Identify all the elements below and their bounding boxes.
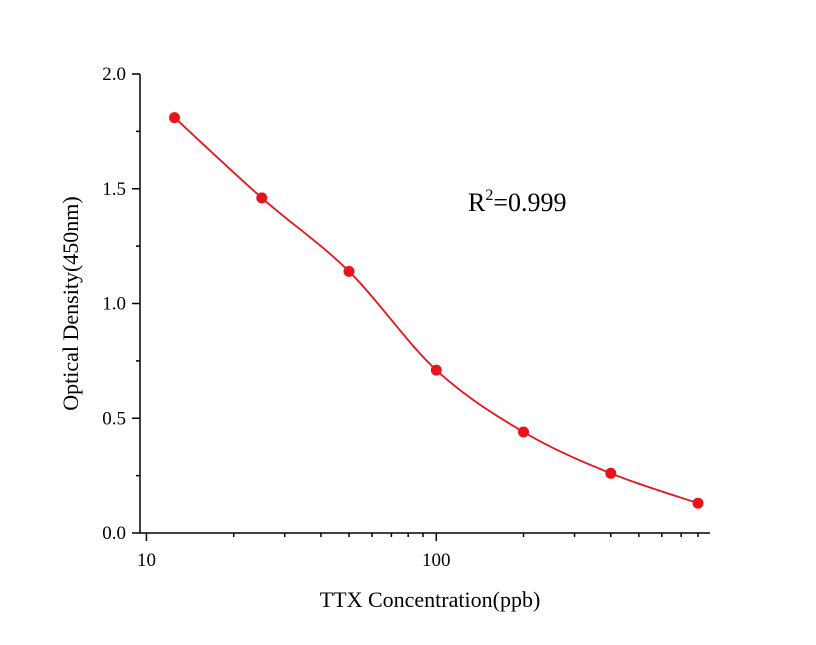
x-tick-label: 100 — [422, 550, 451, 571]
data-point — [518, 426, 529, 438]
r-squared-annotation: R2=0.999 — [468, 187, 567, 217]
data-point — [605, 467, 617, 479]
data-point — [343, 265, 355, 277]
data-point — [430, 364, 442, 376]
data-point — [256, 192, 268, 204]
fit-curve-layer — [173, 116, 699, 505]
x-tick-label: 10 — [137, 550, 156, 571]
data-point — [169, 112, 180, 124]
x-axis-label: TTX Concentration(ppb) — [320, 587, 541, 612]
data-point — [692, 497, 704, 509]
y-axis-label: Optical Density(450nm) — [58, 196, 83, 410]
y-tick-label: 0.0 — [102, 523, 126, 544]
data-points — [169, 112, 704, 509]
y-tick-label: 0.5 — [102, 408, 126, 429]
fit-curve — [173, 116, 699, 505]
axes — [132, 73, 710, 541]
y-tick-label: 2.0 — [102, 64, 126, 85]
y-tick-label: 1.0 — [102, 294, 126, 315]
y-tick-label: 1.5 — [102, 179, 126, 200]
labels: 0.0 0.5 1.0 1.5 2.0 10 100 TTX Concentration(pp… — [58, 64, 567, 612]
